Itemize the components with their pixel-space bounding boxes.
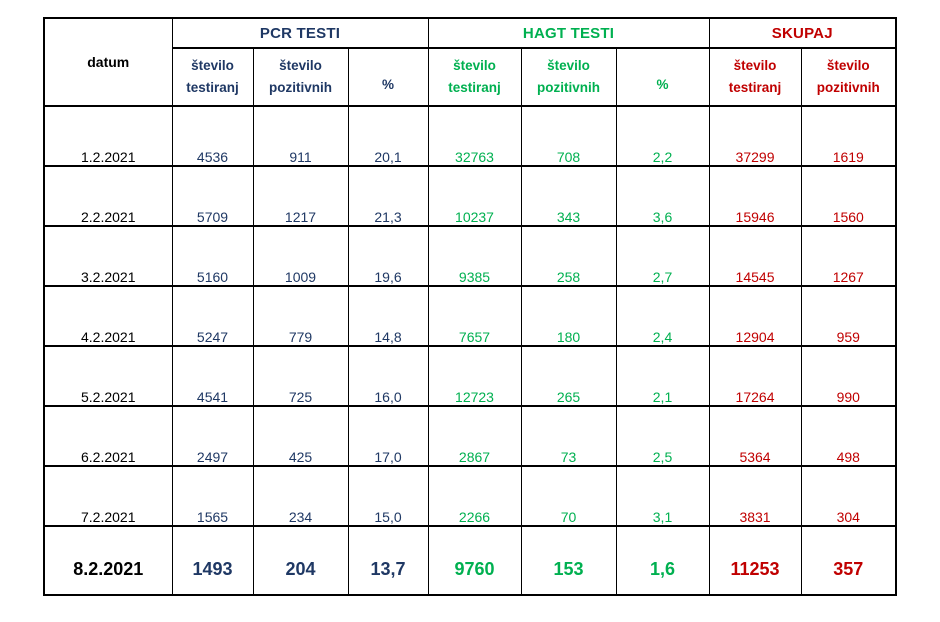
hagt-percent-cell: 3,6	[615, 165, 710, 227]
pcr-tested-cell: 1565	[171, 465, 254, 527]
hagt-positive-cell: 73	[520, 405, 617, 467]
pcr-positive-cell: 204	[252, 525, 349, 596]
pcr-tested-cell: 1493	[171, 525, 254, 596]
skupaj-positive-cell: 498	[800, 405, 897, 467]
pcr-percent-cell: 20,1	[347, 105, 429, 167]
hagt-tested-cell: 32763	[427, 105, 522, 167]
pcr-positive-cell: 425	[252, 405, 349, 467]
column-header-skupaj-tested: število testiranj	[708, 47, 802, 107]
date-cell: 5.2.2021	[43, 345, 173, 407]
pcr-percent-cell: 14,8	[347, 285, 429, 347]
hagt-positive-cell: 708	[520, 105, 617, 167]
table-row: 4.2.2021 5247 779 14,8 7657 180 2,4 1290…	[43, 285, 897, 347]
date-cell: 4.2.2021	[43, 285, 173, 347]
header-group-pcr: PCR TESTI	[171, 17, 429, 49]
table-row-total: 8.2.2021 1493 204 13,7 9760 153 1,6 1125…	[43, 525, 897, 596]
hagt-percent-cell: 2,7	[615, 225, 710, 287]
column-header-pcr-tested: število testiranj	[171, 47, 254, 107]
pcr-tested-cell: 5709	[171, 165, 254, 227]
pcr-positive-cell: 725	[252, 345, 349, 407]
pcr-tested-cell: 2497	[171, 405, 254, 467]
skupaj-tested-cell: 37299	[708, 105, 802, 167]
column-header-pcr-percent: %	[347, 47, 429, 107]
skupaj-positive-cell: 990	[800, 345, 897, 407]
hagt-percent-cell: 2,4	[615, 285, 710, 347]
hagt-positive-cell: 265	[520, 345, 617, 407]
column-header-hagt-percent: %	[615, 47, 710, 107]
hagt-percent-cell: 2,5	[615, 405, 710, 467]
hagt-percent-cell: 2,1	[615, 345, 710, 407]
skupaj-positive-cell: 357	[800, 525, 897, 596]
pcr-tested-cell: 5247	[171, 285, 254, 347]
skupaj-positive-cell: 1619	[800, 105, 897, 167]
pcr-positive-cell: 911	[252, 105, 349, 167]
column-header-hagt-tested: število testiranj	[427, 47, 522, 107]
skupaj-positive-cell: 959	[800, 285, 897, 347]
pcr-positive-cell: 1217	[252, 165, 349, 227]
skupaj-tested-cell: 14545	[708, 225, 802, 287]
column-header-skupaj-positive: število pozitivnih	[800, 47, 897, 107]
skupaj-positive-cell: 1267	[800, 225, 897, 287]
table-row: 3.2.2021 5160 1009 19,6 9385 258 2,7 145…	[43, 225, 897, 287]
pcr-tested-cell: 5160	[171, 225, 254, 287]
hagt-tested-cell: 12723	[427, 345, 522, 407]
pcr-percent-cell: 19,6	[347, 225, 429, 287]
date-cell: 8.2.2021	[43, 525, 173, 596]
hagt-positive-cell: 343	[520, 165, 617, 227]
pcr-percent-cell: 17,0	[347, 405, 429, 467]
pcr-tested-cell: 4541	[171, 345, 254, 407]
hagt-positive-cell: 258	[520, 225, 617, 287]
date-cell: 6.2.2021	[43, 405, 173, 467]
header-sub-row: število testiranj število pozitivnih % š…	[44, 47, 897, 107]
hagt-tested-cell: 2266	[427, 465, 522, 527]
pcr-positive-cell: 779	[252, 285, 349, 347]
hagt-tested-cell: 2867	[427, 405, 522, 467]
column-header-hagt-positive: število pozitivnih	[520, 47, 617, 107]
skupaj-positive-cell: 304	[800, 465, 897, 527]
skupaj-tested-cell: 3831	[708, 465, 802, 527]
pcr-percent-cell: 21,3	[347, 165, 429, 227]
date-cell: 3.2.2021	[43, 225, 173, 287]
hagt-tested-cell: 9385	[427, 225, 522, 287]
pcr-percent-cell: 15,0	[347, 465, 429, 527]
hagt-tested-cell: 9760	[427, 525, 522, 596]
table-row: 7.2.2021 1565 234 15,0 2266 70 3,1 3831 …	[43, 465, 897, 527]
skupaj-tested-cell: 5364	[708, 405, 802, 467]
results-table: datum PCR TESTI HAGT TESTI SKUPAJ števil…	[43, 17, 898, 596]
hagt-percent-cell: 2,2	[615, 105, 710, 167]
table-row: 5.2.2021 4541 725 16,0 12723 265 2,1 172…	[43, 345, 897, 407]
header-group-row: datum PCR TESTI HAGT TESTI SKUPAJ	[43, 17, 897, 107]
hagt-tested-cell: 10237	[427, 165, 522, 227]
date-cell: 7.2.2021	[43, 465, 173, 527]
table-row: 6.2.2021 2497 425 17,0 2867 73 2,5 5364 …	[43, 405, 897, 467]
pcr-positive-cell: 1009	[252, 225, 349, 287]
header-group-skupaj: SKUPAJ	[708, 17, 897, 49]
skupaj-tested-cell: 17264	[708, 345, 802, 407]
hagt-percent-cell: 3,1	[615, 465, 710, 527]
date-cell: 2.2.2021	[43, 165, 173, 227]
column-header-pcr-positive: število pozitivnih	[252, 47, 349, 107]
skupaj-tested-cell: 12904	[708, 285, 802, 347]
pcr-positive-cell: 234	[252, 465, 349, 527]
pcr-tested-cell: 4536	[171, 105, 254, 167]
hagt-positive-cell: 70	[520, 465, 617, 527]
pcr-percent-cell: 16,0	[347, 345, 429, 407]
skupaj-positive-cell: 1560	[800, 165, 897, 227]
skupaj-tested-cell: 11253	[708, 525, 802, 596]
table-row: 2.2.2021 5709 1217 21,3 10237 343 3,6 15…	[43, 165, 897, 227]
hagt-positive-cell: 153	[520, 525, 617, 596]
hagt-percent-cell: 1,6	[615, 525, 710, 596]
header-group-hagt: HAGT TESTI	[427, 17, 710, 49]
hagt-tested-cell: 7657	[427, 285, 522, 347]
date-cell: 1.2.2021	[43, 105, 173, 167]
hagt-positive-cell: 180	[520, 285, 617, 347]
skupaj-tested-cell: 15946	[708, 165, 802, 227]
pcr-percent-cell: 13,7	[347, 525, 429, 596]
table-row: 1.2.2021 4536 911 20,1 32763 708 2,2 372…	[43, 105, 897, 167]
column-header-datum: datum	[43, 17, 173, 107]
